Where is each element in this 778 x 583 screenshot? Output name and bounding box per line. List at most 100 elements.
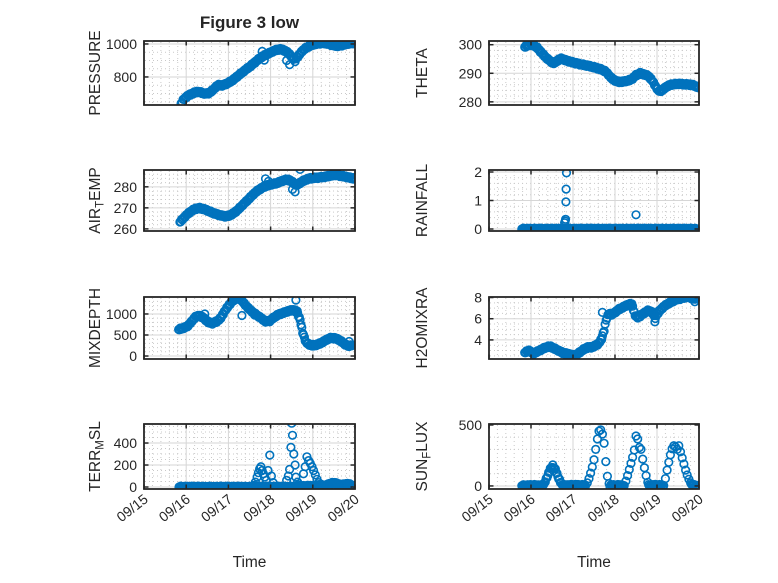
axes-box — [143, 423, 356, 490]
y-tick-label: 290 — [459, 65, 483, 81]
marker — [599, 438, 609, 448]
marker — [561, 170, 572, 178]
axes-box — [143, 296, 356, 360]
marker — [348, 480, 355, 489]
y-tick-label: 6 — [474, 311, 482, 327]
marker — [348, 41, 355, 49]
marker — [629, 445, 639, 455]
axis-ticks — [143, 424, 356, 489]
subplot-theta: 280 290 300 THETA — [414, 37, 700, 110]
subplot-rainfall: 0 1 2 RAINFALL — [414, 164, 700, 238]
axes-box — [488, 296, 700, 360]
data-markers — [520, 41, 699, 97]
data-markers — [175, 170, 355, 227]
y-tick-label: 1 — [474, 193, 482, 209]
marker — [682, 470, 692, 480]
y-tick-label: 300 — [459, 37, 483, 53]
marker — [200, 309, 210, 319]
marker — [349, 481, 355, 489]
y-axis-label: SUNFLUX — [414, 421, 434, 492]
y-axis-label: H2OMIXRA — [414, 287, 431, 369]
marker — [621, 476, 631, 486]
y-tick-label: 500 — [114, 327, 138, 343]
marker — [692, 81, 699, 91]
marker — [677, 453, 687, 463]
y-axis-label: PRESSURE — [87, 30, 104, 115]
marker — [622, 471, 633, 481]
marker — [263, 176, 274, 186]
marker — [285, 464, 295, 475]
marker — [265, 450, 275, 460]
y-tick-label: 260 — [114, 221, 138, 237]
marker — [289, 449, 299, 459]
y-tick-label: 1000 — [106, 36, 137, 52]
marker — [250, 310, 260, 320]
grid — [144, 424, 355, 489]
y-tick-label: 280 — [459, 94, 483, 110]
marker — [596, 425, 606, 435]
marker — [591, 444, 601, 455]
marker — [561, 184, 571, 194]
marker — [259, 55, 269, 65]
y-tick-label: 8 — [474, 290, 482, 306]
y-tick-label: 200 — [114, 457, 138, 473]
axes-box — [143, 40, 356, 106]
marker — [634, 442, 645, 453]
axes-box — [488, 423, 700, 490]
marker — [665, 450, 676, 460]
axis-ticks — [143, 41, 356, 105]
y-tick-label: 0 — [474, 478, 482, 494]
y-axis-label: TERRMSL — [87, 421, 107, 492]
axes-box — [143, 169, 356, 232]
marker — [597, 307, 608, 318]
marker — [660, 474, 671, 484]
y-tick-label: 280 — [114, 179, 138, 195]
marker — [636, 444, 646, 455]
marker — [287, 430, 298, 440]
marker — [237, 310, 247, 321]
marker — [290, 460, 300, 470]
y-axis-label: THETA — [414, 48, 431, 98]
marker — [550, 464, 561, 474]
marker — [268, 478, 278, 488]
marker — [589, 455, 599, 465]
axis-ticks — [143, 297, 356, 359]
marker — [250, 477, 260, 487]
marker — [679, 459, 689, 469]
marker — [601, 457, 611, 467]
marker — [287, 424, 297, 428]
marker — [310, 470, 320, 480]
axis-ticks — [143, 170, 356, 231]
marker — [631, 210, 641, 220]
marker — [624, 464, 634, 475]
marker — [585, 468, 596, 478]
subplot-air_temp: 260 270 280 AIRTEMP — [87, 167, 356, 237]
marker — [344, 336, 354, 347]
marker — [693, 224, 699, 231]
marker — [282, 475, 292, 486]
marker — [626, 458, 636, 469]
data-markers — [174, 297, 355, 352]
marker — [287, 184, 298, 194]
y-axis-label: RAINFALL — [414, 164, 431, 238]
marker — [690, 223, 699, 231]
marker — [290, 187, 300, 197]
marker — [638, 454, 648, 464]
y-tick-label: 270 — [114, 200, 138, 216]
marker — [597, 429, 608, 439]
axis-ticks — [488, 170, 700, 231]
marker — [619, 481, 629, 489]
subplot-h2omixra: 4 6 8 H2OMIXRA — [414, 287, 700, 369]
y-tick-label: 2 — [474, 164, 482, 180]
marker — [257, 46, 267, 57]
marker — [314, 478, 324, 488]
marker — [309, 465, 319, 476]
axis-ticks — [488, 296, 700, 359]
marker — [600, 319, 610, 329]
y-tick-label: 1000 — [106, 306, 137, 322]
data-markers — [174, 424, 355, 489]
